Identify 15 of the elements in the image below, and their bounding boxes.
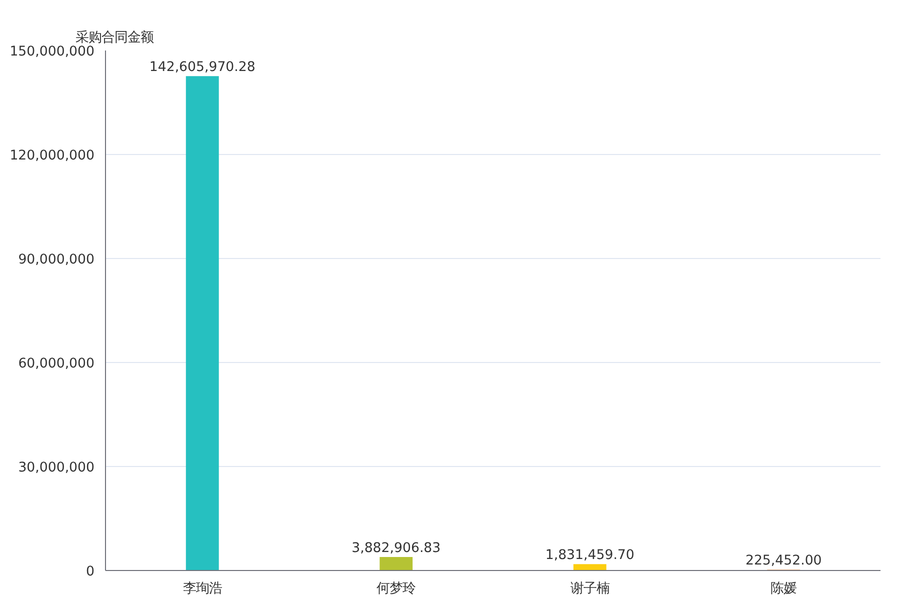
y-tick-label: 60,000,000	[18, 356, 94, 372]
y-tick-label: 30,000,000	[18, 460, 94, 476]
data-label: 1,831,459.70	[545, 548, 634, 564]
data-label: 142,605,970.28	[149, 60, 256, 76]
data-label: 225,452.00	[745, 554, 822, 569]
y-tick-label: 120,000,000	[10, 148, 95, 164]
y-axis-title: 采购合同金额	[76, 30, 154, 46]
x-tick-label: 何梦玲	[376, 582, 416, 596]
data-label: 3,882,906.83	[352, 541, 441, 556]
y-tick-label: 0	[86, 564, 95, 580]
x-tick-label: 谢子楠	[570, 582, 610, 596]
x-tick-label: 陈媛	[770, 582, 797, 596]
x-tick-label: 李珣浩	[182, 582, 222, 596]
y-tick-label: 150,000,000	[10, 44, 95, 60]
y-tick-label: 90,000,000	[18, 252, 94, 268]
